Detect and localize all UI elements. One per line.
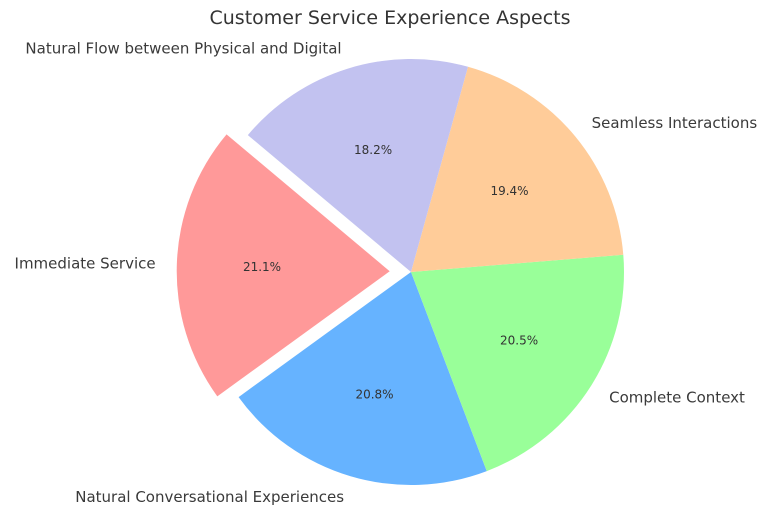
pie-slice-label-natural-conversational-experiences: Natural Conversational Experiences	[75, 488, 344, 506]
chart-title: Customer Service Experience Aspects	[209, 7, 571, 29]
pie-pct-label-natural-flow-between-physical-and-digital: 18.2%	[354, 143, 392, 157]
pie-slice-label-complete-context: Complete Context	[609, 388, 745, 406]
pie-pct-label-immediate-service: 21.1%	[243, 260, 281, 274]
pie-pct-label-natural-conversational-experiences: 20.8%	[355, 388, 393, 402]
pie-slice-complete-context	[411, 254, 624, 472]
pie-slice-immediate-service	[176, 134, 390, 397]
pie-slice-label-seamless-interactions: Seamless Interactions	[592, 114, 758, 132]
pie-slice-label-immediate-service: Immediate Service	[15, 254, 156, 272]
pie-pct-label-complete-context: 20.5%	[500, 333, 538, 347]
pie-pct-label-seamless-interactions: 19.4%	[490, 184, 528, 198]
pie-slice-seamless-interactions	[411, 66, 624, 273]
pie-slice-natural-flow-between-physical-and-digital	[247, 59, 468, 273]
pie-slice-natural-conversational-experiences	[238, 272, 487, 486]
pie-slice-label-natural-flow-between-physical-and-digital: Natural Flow between Physical and Digita…	[25, 39, 341, 57]
